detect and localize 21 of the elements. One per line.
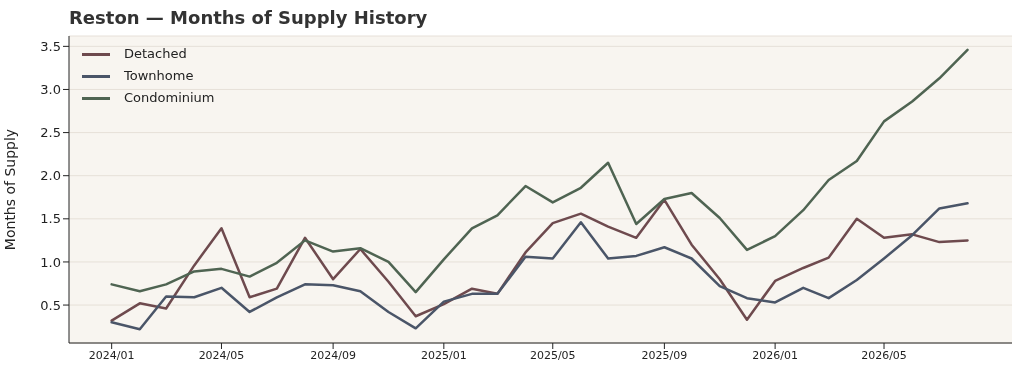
x-tick-label: 2024/01 [88,348,135,362]
legend-label: Townhome [124,67,194,85]
y-tick-label: 1.0 [40,254,61,270]
y-tick-label: 2.0 [40,168,61,184]
x-tick-label: 2025/09 [641,348,688,362]
legend-label: Condominium [124,89,215,107]
x-tick-label: 2026/01 [752,348,798,362]
y-tick-label: 3.0 [40,82,61,98]
y-tick-label: 3.5 [40,38,61,54]
y-tick-label: 1.5 [40,211,61,227]
chart-title: Reston — Months of Supply History [69,7,428,28]
x-tick-label: 2026/05 [861,348,907,362]
x-tick-label: 2025/05 [529,348,576,362]
legend-label: Detached [124,45,187,63]
y-tick-label: 0.5 [40,297,61,313]
y-axis-title: Months of Supply [1,128,18,251]
x-tick-label: 2024/05 [198,348,245,362]
x-tick-label: 2024/09 [310,348,356,362]
line-series [110,48,969,294]
x-tick-label: 2025/01 [420,348,467,362]
y-tick-label: 2.5 [40,125,61,141]
